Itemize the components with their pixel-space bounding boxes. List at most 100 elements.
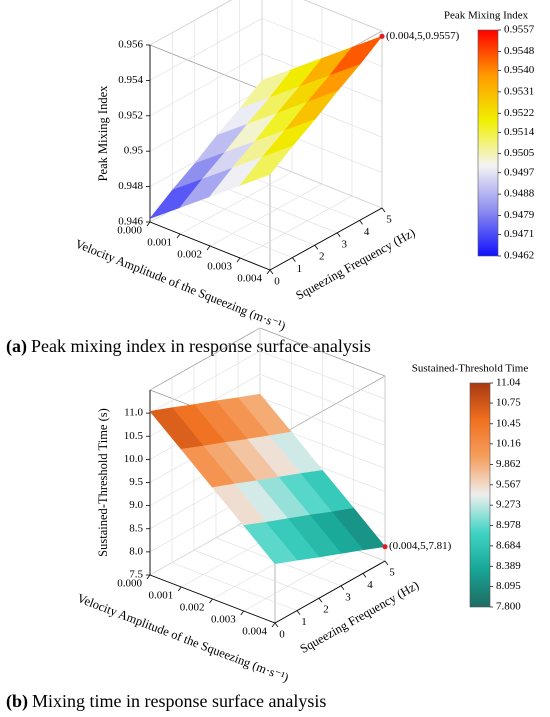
x-tick [206,245,211,251]
grid-line [149,53,263,117]
colorbar [469,382,491,608]
z-tick-label: 9.0 [129,499,143,511]
x-tick [236,257,241,263]
y-tick [318,597,323,603]
grid-line [179,171,293,235]
x-tick-label: 0.004 [237,273,262,285]
colorbar-tick-label: 8.684 [496,539,521,551]
z-tick-label: 0.952 [118,109,143,121]
y-tick [314,244,319,250]
z-tick-label: 0.956 [118,39,143,51]
y-tick [381,207,386,213]
x-tick [271,622,276,628]
y-tick-label: 0 [274,276,280,288]
y-tick-label: 1 [301,616,307,628]
x-tick-label: 0.001 [147,237,172,249]
x-tick-label: 0.004 [242,626,267,638]
colorbar-tick-label: 8.389 [496,560,521,572]
colorbar-tick-label: 0.9531 [504,85,534,97]
z-tick-label: 8.5 [129,522,143,534]
colorbar-tick-label: 0.9514 [504,126,535,138]
y-tick [296,610,301,615]
y-tick [362,573,367,578]
grid-line [217,184,338,234]
annotation-point [382,544,388,550]
x-tick [209,598,213,604]
caption-tag: (a) [6,336,27,357]
y-tick-label: 5 [386,214,392,226]
grid-line [193,549,320,599]
x-tick-label: 0.001 [149,590,174,602]
colorbar-tick-label: 0.9557 [504,24,535,36]
y-tick-label: 2 [323,604,329,616]
annotation-label: (0.004,5,0.9557) [386,30,460,42]
colorbar-tick-label: 10.45 [496,417,521,429]
x-tick [177,586,182,592]
colorbar-tick-label: 0.9479 [504,209,535,221]
colorbar-tick-label: 0.9505 [504,147,535,159]
colorbar-tick-label: 0.9522 [504,107,534,119]
x-tick [146,221,151,227]
grid-line [149,350,261,414]
x-tick-label: 0.000 [117,578,142,590]
colorbar-tick-label: 8.978 [496,519,521,531]
z-tick-label: 11.0 [124,407,143,419]
x-tick [240,610,245,616]
grid-line [172,209,293,258]
y-axis-title: Squeezing Frequency (Hz) [298,578,422,656]
z-tick-label: 10.5 [124,430,144,442]
caption-text: Peak mixing index in response surface an… [31,336,371,356]
x-tick [176,233,181,239]
y-tick-label: 2 [319,251,325,263]
y-tick-label: 4 [364,226,370,238]
surface-patch [239,145,294,187]
colorbar-title: Sustained-Threshold Time [412,363,529,375]
x-tick-label: 0.002 [177,249,202,261]
colorbar-tick-label: 8.095 [496,580,521,592]
grid-line [209,183,323,247]
colorbar-tick-label: 9.567 [496,478,521,490]
colorbar-tick-label: 0.9471 [504,228,534,240]
caption-a: (a) Peak mixing index in response surface… [6,336,371,357]
z-tick-label: 0.948 [118,180,143,192]
z-tick-label: 8.0 [129,545,143,557]
box-edge [149,44,271,94]
colorbar-tick-label: 0.9540 [504,64,535,76]
y-tick-label: 4 [367,579,373,591]
x-axis [149,574,276,624]
colorbar-tick-label: 0.9497 [504,166,535,178]
z-tick-label: 10.0 [124,453,144,465]
colorbar-tick-label: 10.16 [496,437,521,449]
colorbar-tick-label: 0.9488 [504,188,535,200]
grid-line [261,159,383,209]
colorbar-tick-label: 0.9462 [504,250,534,262]
x-tick-label: 0.003 [207,261,232,273]
x-tick-label: 0.000 [117,225,142,237]
colorbar-tick-label: 7.800 [496,601,521,613]
grid-line [171,562,298,611]
z-axis-title: Peak Mixing Index [96,85,110,182]
y-tick-label: 0 [279,629,285,641]
annotation-label: (0.004,5,7.81) [389,540,452,552]
z-tick-label: 0.946 [118,216,143,228]
y-tick [269,269,274,275]
surface-patch [243,521,298,565]
colorbar-tick-label: 10.75 [496,397,521,409]
colorbar [477,29,499,257]
z-axis-title: Sustained-Threshold Time (s) [96,408,110,557]
caption-text: Mixing time in response surface analysis [32,691,326,711]
box-edge [149,0,233,46]
x-tick [146,574,151,580]
z-tick-label: 0.95 [124,145,144,157]
y-tick [274,622,279,628]
y-tick [340,585,345,591]
y-tick-label: 1 [297,263,303,275]
colorbar-tick-label: 11.04 [496,377,521,389]
z-tick-label: 7.5 [129,569,143,581]
y-tick [292,257,296,262]
z-tick-label: 9.5 [129,476,143,488]
box-edge [274,375,386,439]
grid-line [149,88,263,152]
